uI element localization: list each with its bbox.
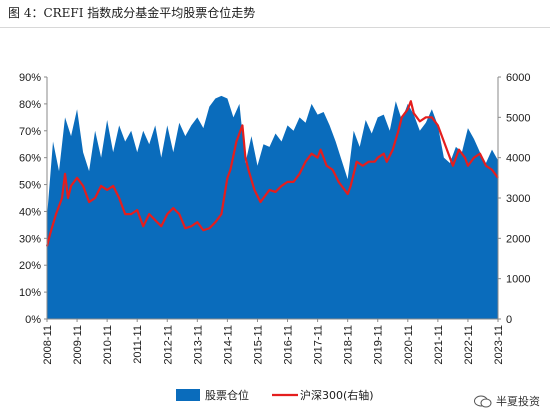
y-right-tick-label: 5000 <box>506 112 530 124</box>
x-tick-label: 2011-11 <box>132 325 144 364</box>
y-left-tick-label: 0% <box>25 314 41 326</box>
y-right-tick-label: 0 <box>506 314 512 326</box>
index-line-layer <box>45 100 499 247</box>
x-tick-label: 2019-11 <box>373 325 385 365</box>
x-tick-label: 2023-11 <box>493 325 505 365</box>
legend: 股票仓位 沪深300(右轴) <box>176 388 374 402</box>
y-right-tick-label: 3000 <box>506 193 530 205</box>
x-tick-label: 2020-11 <box>403 325 415 365</box>
watermark-text: 半夏投资 <box>496 395 540 408</box>
y-right-tick-label: 4000 <box>506 153 530 165</box>
y-left-tick-label: 80% <box>19 99 41 111</box>
x-tick-label: 2009-11 <box>72 325 84 365</box>
x-tick-label: 2013-11 <box>192 325 204 365</box>
legend-label-csi300: 沪深300(右轴) <box>300 388 374 402</box>
figure-title: 图 4：CREFI 指数成分基金平均股票仓位走势 <box>8 6 256 20</box>
x-tick-label: 2022-11 <box>463 325 475 365</box>
x-tick-label: 2010-11 <box>102 325 114 365</box>
y-left-tick-label: 20% <box>19 260 41 272</box>
y-right-tick-label: 6000 <box>506 72 530 84</box>
legend-label-stock-position: 股票仓位 <box>205 388 249 402</box>
x-tick-label: 2016-11 <box>283 325 295 365</box>
x-tick-label: 2012-11 <box>162 325 174 365</box>
y-left-tick-label: 90% <box>19 72 41 84</box>
series-area-stock-position <box>47 95 498 319</box>
y-left-tick-label: 50% <box>19 180 41 192</box>
x-tick-label: 2014-11 <box>222 325 234 365</box>
y-right-tick-label: 1000 <box>506 274 530 286</box>
position-area-layer <box>46 95 499 319</box>
x-tick-label: 2008-11 <box>42 325 54 365</box>
y-left-tick-label: 60% <box>19 153 41 165</box>
x-tick-label: 2021-11 <box>433 325 445 365</box>
title-divider <box>0 27 550 28</box>
wechat-icon <box>474 395 492 408</box>
y-left-tick-label: 70% <box>19 126 41 138</box>
x-tick-label: 2017-11 <box>313 325 325 365</box>
y-right-tick-label: 2000 <box>506 233 530 245</box>
legend-swatch-stock-position <box>176 389 200 401</box>
x-tick-label: 2018-11 <box>343 325 355 365</box>
watermark: 半夏投资 <box>474 393 540 409</box>
axes-layer: 0% 10% 20% 30% 40% 50% 60% 70% 80% 90% 0 1000 2000 30… <box>19 72 531 365</box>
x-tick-label: 2015-11 <box>252 325 264 365</box>
y-left-tick-label: 40% <box>19 206 41 218</box>
y-left-tick-label: 30% <box>19 233 41 245</box>
y-left-tick-label: 10% <box>19 287 41 299</box>
